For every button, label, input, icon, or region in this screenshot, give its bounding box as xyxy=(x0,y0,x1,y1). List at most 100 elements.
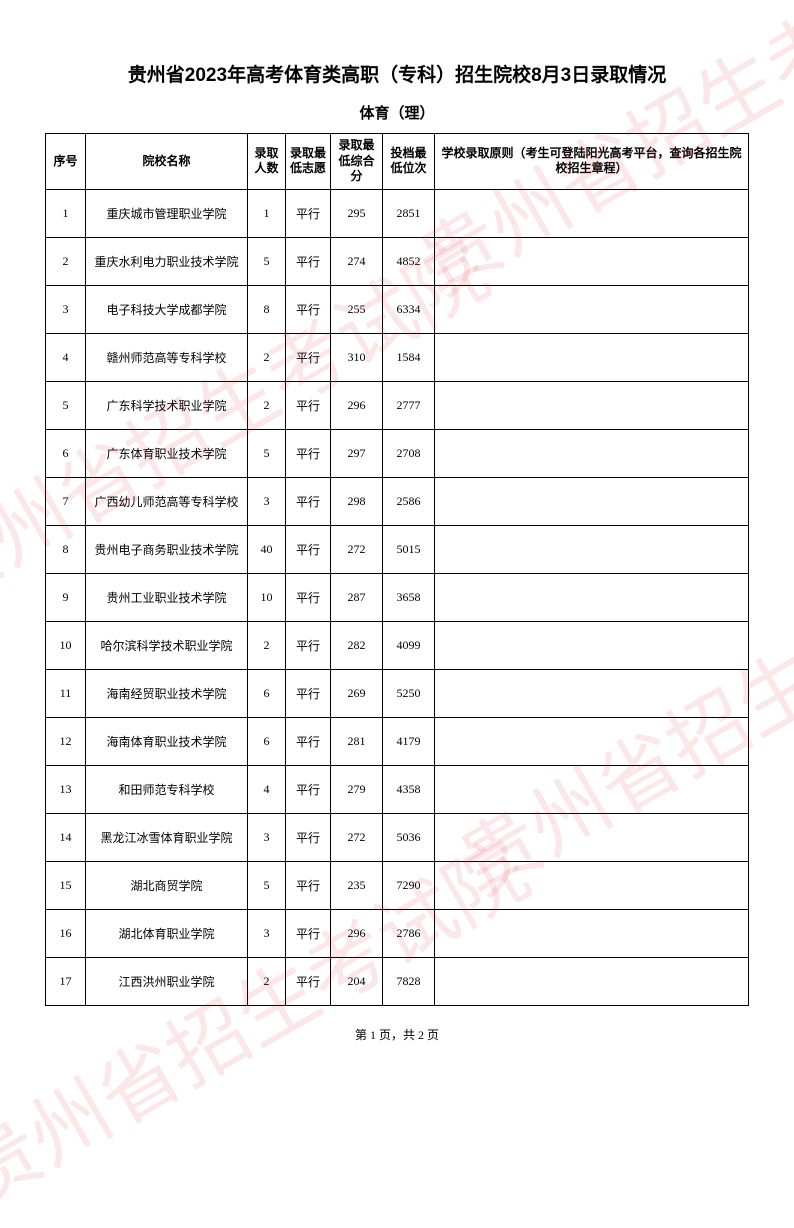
table-cell: 平行 xyxy=(286,813,331,861)
table-cell: 295 xyxy=(331,189,383,237)
table-cell: 4 xyxy=(46,333,86,381)
table-header-row: 序号 院校名称 录取人数 录取最低志愿 录取最低综合分 投档最低位次 学校录取原… xyxy=(46,134,749,190)
table-cell xyxy=(435,621,749,669)
table-cell: 4852 xyxy=(383,237,435,285)
table-cell: 274 xyxy=(331,237,383,285)
table-cell: 平行 xyxy=(286,477,331,525)
table-cell: 2 xyxy=(248,333,286,381)
table-cell: 279 xyxy=(331,765,383,813)
table-cell: 2708 xyxy=(383,429,435,477)
table-cell: 2786 xyxy=(383,909,435,957)
table-row: 9贵州工业职业技术学院10平行2873658 xyxy=(46,573,749,621)
table-cell: 2586 xyxy=(383,477,435,525)
table-cell: 255 xyxy=(331,285,383,333)
table-row: 2重庆水利电力职业技术学院5平行2744852 xyxy=(46,237,749,285)
table-cell: 广西幼儿师范高等专科学校 xyxy=(86,477,248,525)
table-cell: 重庆水利电力职业技术学院 xyxy=(86,237,248,285)
table-cell: 310 xyxy=(331,333,383,381)
table-cell xyxy=(435,573,749,621)
table-cell xyxy=(435,669,749,717)
table-cell: 黑龙江冰雪体育职业学院 xyxy=(86,813,248,861)
table-cell: 5 xyxy=(248,861,286,909)
table-cell: 3 xyxy=(248,909,286,957)
table-row: 5广东科学技术职业学院2平行2962777 xyxy=(46,381,749,429)
table-cell: 平行 xyxy=(286,573,331,621)
header-rank: 投档最低位次 xyxy=(383,134,435,190)
table-row: 10哈尔滨科学技术职业学院2平行2824099 xyxy=(46,621,749,669)
table-cell: 1 xyxy=(248,189,286,237)
table-cell: 17 xyxy=(46,957,86,1005)
table-cell: 7 xyxy=(46,477,86,525)
table-cell: 5015 xyxy=(383,525,435,573)
table-cell: 电子科技大学成都学院 xyxy=(86,285,248,333)
table-row: 16湖北体育职业学院3平行2962786 xyxy=(46,909,749,957)
table-cell xyxy=(435,429,749,477)
table-cell xyxy=(435,285,749,333)
table-cell: 3658 xyxy=(383,573,435,621)
table-cell: 平行 xyxy=(286,669,331,717)
table-cell xyxy=(435,813,749,861)
header-name: 院校名称 xyxy=(86,134,248,190)
table-cell: 平行 xyxy=(286,861,331,909)
table-cell: 12 xyxy=(46,717,86,765)
table-cell: 4099 xyxy=(383,621,435,669)
table-cell xyxy=(435,333,749,381)
table-cell: 298 xyxy=(331,477,383,525)
table-cell: 2 xyxy=(46,237,86,285)
table-cell: 15 xyxy=(46,861,86,909)
table-row: 12海南体育职业技术学院6平行2814179 xyxy=(46,717,749,765)
table-cell: 平行 xyxy=(286,381,331,429)
table-cell: 287 xyxy=(331,573,383,621)
table-cell: 2 xyxy=(248,957,286,1005)
table-cell: 14 xyxy=(46,813,86,861)
table-cell: 平行 xyxy=(286,909,331,957)
table-cell: 7290 xyxy=(383,861,435,909)
table-cell: 6 xyxy=(248,669,286,717)
table-cell: 6 xyxy=(46,429,86,477)
table-cell: 8 xyxy=(46,525,86,573)
table-cell: 广东体育职业技术学院 xyxy=(86,429,248,477)
table-cell: 235 xyxy=(331,861,383,909)
table-cell: 和田师范专科学校 xyxy=(86,765,248,813)
table-cell: 重庆城市管理职业学院 xyxy=(86,189,248,237)
table-row: 14黑龙江冰雪体育职业学院3平行2725036 xyxy=(46,813,749,861)
table-cell: 1584 xyxy=(383,333,435,381)
table-cell: 10 xyxy=(248,573,286,621)
table-row: 8贵州电子商务职业技术学院40平行2725015 xyxy=(46,525,749,573)
table-cell: 9 xyxy=(46,573,86,621)
table-cell: 8 xyxy=(248,285,286,333)
table-cell: 平行 xyxy=(286,525,331,573)
table-cell: 13 xyxy=(46,765,86,813)
table-cell: 平行 xyxy=(286,765,331,813)
page-subtitle: 体育（理） xyxy=(45,102,749,123)
table-cell: 296 xyxy=(331,909,383,957)
table-cell: 5 xyxy=(248,429,286,477)
table-cell: 272 xyxy=(331,525,383,573)
table-row: 3电子科技大学成都学院8平行2556334 xyxy=(46,285,749,333)
table-cell: 平行 xyxy=(286,621,331,669)
table-cell: 297 xyxy=(331,429,383,477)
table-cell: 5036 xyxy=(383,813,435,861)
table-cell: 11 xyxy=(46,669,86,717)
table-cell: 贵州电子商务职业技术学院 xyxy=(86,525,248,573)
table-cell xyxy=(435,237,749,285)
table-cell: 5250 xyxy=(383,669,435,717)
table-cell: 湖北体育职业学院 xyxy=(86,909,248,957)
table-cell: 海南经贸职业技术学院 xyxy=(86,669,248,717)
table-cell: 2777 xyxy=(383,381,435,429)
table-row: 11海南经贸职业技术学院6平行2695250 xyxy=(46,669,749,717)
table-cell: 3 xyxy=(46,285,86,333)
table-cell: 204 xyxy=(331,957,383,1005)
table-cell: 江西洪州职业学院 xyxy=(86,957,248,1005)
table-cell: 贵州工业职业技术学院 xyxy=(86,573,248,621)
table-row: 7广西幼儿师范高等专科学校3平行2982586 xyxy=(46,477,749,525)
table-cell: 2 xyxy=(248,621,286,669)
page-title: 贵州省2023年高考体育类高职（专科）招生院校8月3日录取情况 xyxy=(45,60,749,87)
table-row: 13和田师范专科学校4平行2794358 xyxy=(46,765,749,813)
table-cell: 6334 xyxy=(383,285,435,333)
table-cell xyxy=(435,861,749,909)
table-cell xyxy=(435,765,749,813)
table-row: 15湖北商贸学院5平行2357290 xyxy=(46,861,749,909)
table-cell: 3 xyxy=(248,477,286,525)
table-cell: 272 xyxy=(331,813,383,861)
